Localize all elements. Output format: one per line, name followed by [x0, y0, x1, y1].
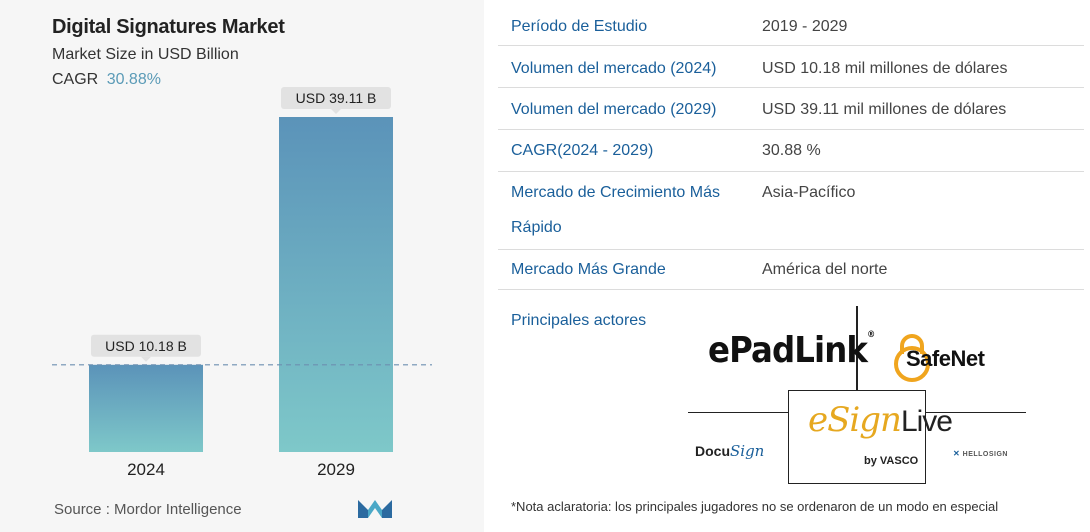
chart-panel: Digital Signatures Market Market Size in…: [0, 0, 484, 532]
row-label: Mercado de Crecimiento Más Rápido: [511, 184, 720, 236]
hellosign-text: HELLOSIGN: [962, 451, 1008, 458]
esignlive-logo: eSignLive: [808, 400, 953, 440]
data-label-pointer: [141, 356, 151, 362]
table-row: Mercado Más Grande América del norte: [498, 250, 1084, 290]
grid-divider: [926, 412, 1026, 413]
source-text: Source : Mordor Intelligence: [54, 501, 242, 518]
cagr-line: CAGR 30.88%: [52, 71, 161, 89]
docusign-text-a: Docu: [695, 443, 730, 459]
row-value: USD 10.18 mil millones de dólares: [762, 60, 1008, 77]
esign-text: eSign: [808, 400, 902, 440]
row-label: CAGR(2024 - 2029): [511, 142, 654, 159]
esignlive-sub: by VASCO: [864, 455, 919, 467]
data-label-bg: [281, 87, 391, 109]
bar-2029: [279, 117, 393, 452]
row-label: Mercado Más Grande: [511, 261, 666, 278]
chart-title: Digital Signatures Market: [52, 16, 285, 38]
mordor-logo-icon: [358, 500, 392, 518]
grid-divider: [688, 412, 788, 413]
actors-title: Principales actores: [511, 312, 647, 329]
docusign-text-b: Sign: [730, 442, 765, 460]
docusign-logo: DocuSign: [695, 442, 764, 460]
data-label-pointer: [331, 109, 341, 114]
safenet-text: SafeNet: [906, 346, 985, 371]
row-value: 30.88 %: [762, 142, 821, 159]
row-label: Período de Estudio: [511, 18, 648, 35]
grid-divider: [856, 306, 858, 392]
cagr-value: 30.88%: [106, 71, 161, 88]
footnote: *Nota aclaratoria: los principales jugad…: [511, 499, 999, 514]
x-tick-label: 2024: [127, 460, 165, 479]
epadlink-mark: ®: [867, 330, 875, 340]
table-row: CAGR(2024 - 2029) 30.88 %: [498, 130, 1084, 172]
table-row: Período de Estudio 2019 - 2029: [498, 8, 1084, 46]
row-value: USD 39.11 mil millones de dólares: [762, 101, 1007, 118]
hellosign-icon: ✕: [953, 449, 961, 458]
row-label: Volumen del mercado (2024): [511, 60, 717, 77]
hellosign-logo: ✕ HELLOSIGN: [953, 449, 1008, 458]
row-value: 2019 - 2029: [762, 18, 848, 35]
data-label: USD 10.18 B: [105, 338, 187, 354]
table-row: Volumen del mercado (2029) USD 39.11 mil…: [498, 88, 1084, 130]
live-text: Live: [900, 405, 953, 438]
cagr-label: CAGR: [52, 71, 99, 88]
table-row: Mercado de Crecimiento Más Rápido Asia-P…: [498, 172, 1084, 250]
epadlink-logo: ePadLink®: [708, 330, 875, 371]
table-row: Volumen del mercado (2024) USD 10.18 mil…: [498, 46, 1084, 88]
row-value: América del norte: [762, 261, 888, 278]
data-label: USD 39.11 B: [296, 90, 377, 106]
row-label: Volumen del mercado (2029): [511, 101, 717, 118]
bar-2024: [89, 364, 203, 452]
row-value: Asia-Pacífico: [762, 184, 856, 201]
chart-subtitle: Market Size in USD Billion: [52, 46, 239, 63]
data-label-bg: [91, 334, 201, 357]
safenet-lock-icon: [894, 334, 930, 382]
bar-chart: USD 10.18 B 2024 USD 39.11 B 2029: [52, 87, 432, 479]
esignlive-box: [788, 390, 926, 484]
info-panel: Período de Estudio 2019 - 2029 Volumen d…: [498, 0, 1084, 532]
x-tick-label: 2029: [317, 460, 355, 479]
epadlink-text: ePadLink: [708, 330, 868, 371]
safenet-logo: SafeNet: [892, 332, 1022, 388]
